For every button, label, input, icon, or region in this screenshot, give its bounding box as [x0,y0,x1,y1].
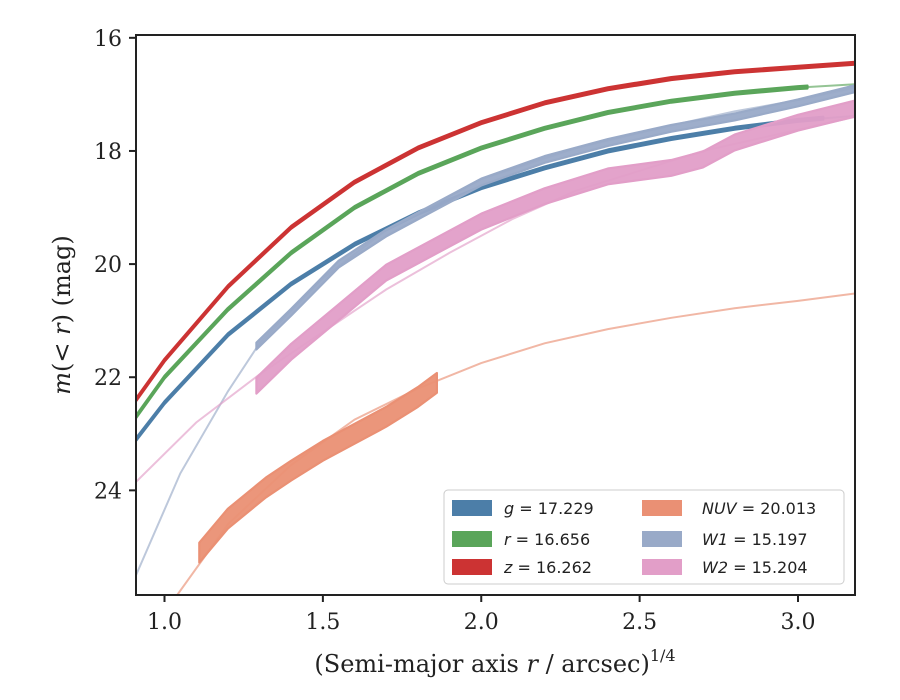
x-tick-label: 2.0 [464,610,499,635]
legend-label: g = 17.229 [504,499,594,518]
y-axis-label: m(< r) (mag) [48,235,76,395]
x-axis-label-suffix: / arcsec) [538,650,650,678]
series-band [255,99,855,395]
x-axis-label: (Semi-major axis r / arcsec)1/4 [314,646,675,678]
series-band [136,84,809,420]
legend-swatch [642,559,682,575]
y-tick-label: 24 [94,479,122,504]
legend-items: g = 17.229 r = 16.656 z = 16.262 NUV = 20.0… [452,499,816,577]
y-axis: 16 18 20 22 24 [94,27,136,504]
series-band [136,60,855,403]
y-axis-label-open: ( [48,363,76,372]
y-axis-label-r: r [48,322,76,335]
x-tick-label: 2.5 [622,610,657,635]
legend-swatch [452,531,492,547]
x-tick-label: 3.0 [780,610,815,635]
legend-swatch [642,500,682,516]
x-axis-label-var: r [526,650,539,678]
x-axis: 1.0 1.5 2.0 2.5 3.0 [147,595,815,635]
y-tick-label: 16 [94,27,122,52]
y-axis-label-unit: (mag) [48,235,76,314]
series-r [136,83,855,420]
series-thin-line [136,114,855,441]
x-tick-label: 1.5 [305,610,340,635]
legend-label: NUV = 20.013 [702,499,816,518]
y-tick-label: 22 [94,366,122,391]
y-axis-label-lt: < [48,335,76,363]
series-nuv [176,292,855,595]
legend-label: W2 = 15.204 [702,558,808,577]
series-band [255,84,855,351]
x-axis-label-exponent: 1/4 [650,646,676,665]
legend-label: z = 16.262 [503,558,592,577]
series-thin-line [136,116,855,483]
series-layer [136,60,855,595]
legend-swatch [452,559,492,575]
y-tick-label: 20 [94,253,122,278]
x-tick-label: 1.0 [147,610,182,635]
y-axis-label-close: ) [48,314,76,323]
series-z [136,60,855,403]
legend-swatch [452,500,492,516]
x-axis-label-prefix: (Semi-major axis [314,650,526,678]
legend-label: W1 = 15.197 [702,530,808,549]
series-w2 [136,99,855,483]
legend: g = 17.229 r = 16.656 z = 16.262 NUV = 20.0… [443,489,845,585]
legend-label: r = 16.656 [504,530,590,549]
plot-frame [135,34,856,596]
legend-swatch [642,531,682,547]
series-g [136,114,855,442]
y-axis-label-var: m [48,372,76,395]
y-tick-label: 18 [94,140,122,165]
series-band [198,371,438,564]
